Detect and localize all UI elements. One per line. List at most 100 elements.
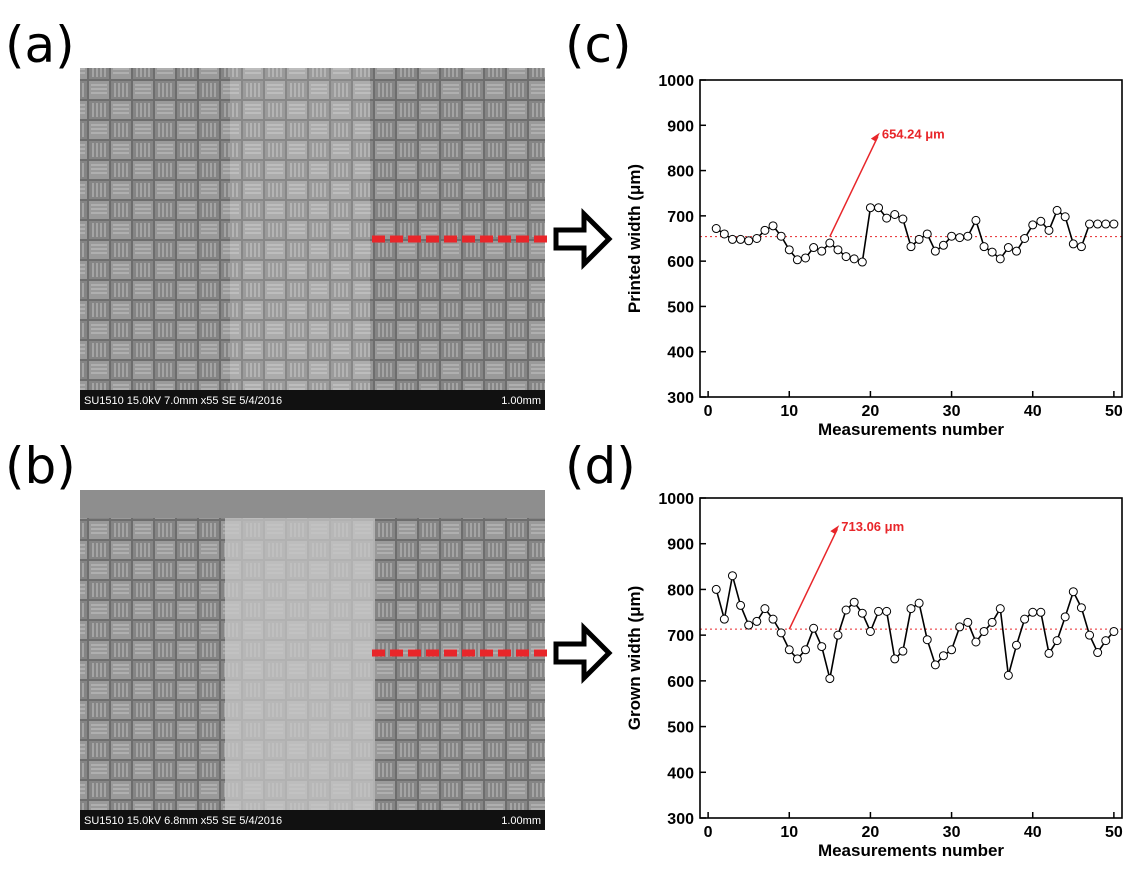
data-point xyxy=(1109,626,1119,636)
data-point xyxy=(1036,607,1046,617)
data-line xyxy=(715,206,1114,264)
data-point xyxy=(833,630,843,640)
data-point xyxy=(865,626,875,636)
data-point xyxy=(817,246,827,256)
data-point xyxy=(736,600,746,610)
x-tick-label: 10 xyxy=(780,824,798,841)
data-point xyxy=(930,660,940,670)
data-point xyxy=(1093,219,1103,229)
data-point xyxy=(1003,670,1013,680)
data-point xyxy=(1036,216,1046,226)
data-point xyxy=(1101,636,1111,646)
panel-label: (c) xyxy=(565,16,632,74)
data-point xyxy=(744,620,754,630)
data-point xyxy=(1060,612,1070,622)
data-point xyxy=(744,236,754,246)
y-axis-title: Printed width (μm) xyxy=(625,164,644,313)
data-point xyxy=(760,604,770,614)
data-point xyxy=(711,584,721,594)
y-tick-label: 800 xyxy=(667,164,694,181)
data-point xyxy=(890,654,900,664)
data-point xyxy=(955,233,965,243)
data-point xyxy=(784,645,794,655)
data-point xyxy=(825,238,835,248)
data-point xyxy=(898,646,908,656)
arrow xyxy=(553,621,613,685)
data-point xyxy=(841,605,851,615)
data-point xyxy=(727,571,737,581)
data-point xyxy=(809,243,819,253)
x-tick-label: 0 xyxy=(704,403,713,420)
data-point xyxy=(938,240,948,250)
y-tick-label: 1000 xyxy=(658,73,694,90)
data-point xyxy=(1020,234,1030,243)
data-point xyxy=(776,231,786,241)
data-point xyxy=(930,246,940,256)
data-point xyxy=(995,604,1005,614)
panel-label: (d) xyxy=(565,437,636,495)
data-point xyxy=(801,253,810,263)
y-tick-label: 300 xyxy=(667,811,694,828)
y-tick-label: 600 xyxy=(667,674,694,691)
data-point xyxy=(727,234,737,244)
data-point xyxy=(1052,636,1062,646)
x-tick-label: 40 xyxy=(1024,403,1042,420)
panel-label: (a) xyxy=(5,16,75,74)
data-point xyxy=(857,257,867,267)
x-tick-label: 20 xyxy=(862,824,880,841)
data-point xyxy=(1068,587,1078,597)
y-tick-label: 900 xyxy=(667,118,694,135)
data-point xyxy=(752,234,762,243)
data-point xyxy=(971,637,981,647)
data-point xyxy=(817,642,827,652)
data-point xyxy=(1085,219,1095,229)
data-point xyxy=(1076,603,1086,613)
x-tick-label: 10 xyxy=(780,403,798,420)
data-point xyxy=(865,203,875,213)
y-tick-label: 1000 xyxy=(658,491,694,508)
sem-scale: 1.00mm xyxy=(501,815,541,827)
y-tick-label: 400 xyxy=(667,765,694,782)
y-tick-label: 400 xyxy=(667,345,694,362)
data-point xyxy=(809,623,819,633)
sem-image-b xyxy=(80,490,545,830)
sem-image-a xyxy=(80,68,545,410)
data-point xyxy=(922,635,932,645)
data-point xyxy=(890,209,900,219)
data-point xyxy=(922,229,932,239)
y-tick-label: 300 xyxy=(667,390,694,407)
data-point xyxy=(768,614,778,624)
annotation-arrowhead xyxy=(870,132,880,142)
data-point xyxy=(1003,243,1013,253)
x-tick-label: 30 xyxy=(943,403,961,420)
data-point xyxy=(947,645,957,655)
x-axis-title: Measurements number xyxy=(818,841,1004,860)
data-point xyxy=(963,231,973,241)
data-point xyxy=(906,242,916,252)
data-point xyxy=(841,252,851,262)
x-tick-label: 50 xyxy=(1105,824,1123,841)
data-point xyxy=(1076,242,1086,252)
x-axis-title: Measurements number xyxy=(818,420,1004,439)
y-tick-label: 800 xyxy=(667,582,694,599)
x-tick-label: 40 xyxy=(1024,824,1042,841)
sem-caption: SU1510 15.0kV 6.8mm x55 SE 5/4/2016 xyxy=(84,815,282,827)
plot-frame xyxy=(699,79,1123,398)
data-point xyxy=(874,606,884,616)
data-point xyxy=(1068,239,1078,249)
y-tick-label: 500 xyxy=(667,720,694,737)
data-point xyxy=(711,224,721,234)
data-point xyxy=(874,203,884,213)
data-point xyxy=(963,617,973,627)
data-point xyxy=(906,604,916,614)
data-point xyxy=(833,245,843,255)
annotation-label: 713.06 μm xyxy=(841,519,904,534)
y-tick-label: 900 xyxy=(667,537,694,554)
data-point xyxy=(857,608,867,618)
y-tick-label: 700 xyxy=(667,628,694,645)
data-point xyxy=(736,234,746,244)
data-point xyxy=(947,231,957,241)
sem-caption: SU1510 15.0kV 7.0mm x55 SE 5/4/2016 xyxy=(84,395,282,407)
data-point xyxy=(1020,614,1030,624)
data-point xyxy=(792,255,802,265)
